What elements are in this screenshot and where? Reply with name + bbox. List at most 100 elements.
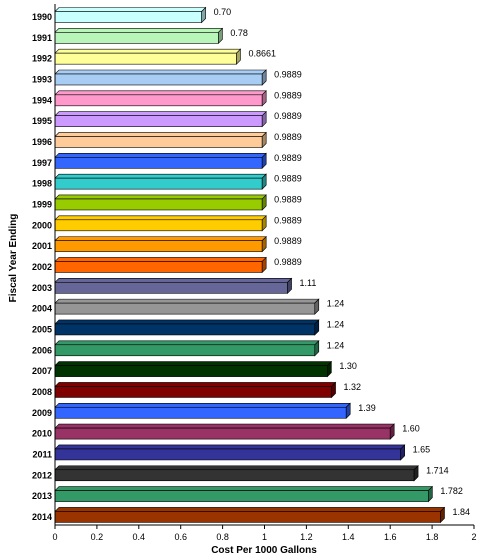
data-label-1993: 0.9889 (274, 69, 302, 79)
x-tick-label-0.4: 0.4 (133, 532, 146, 542)
bar-2007 (54, 360, 333, 378)
x-tick-label-0.2: 0.2 (91, 532, 104, 542)
data-label-1992: 0.8661 (248, 49, 276, 59)
bar-1997 (54, 152, 267, 170)
bar-top-2008 (54, 382, 337, 387)
data-label-2009: 1.39 (358, 403, 376, 413)
x-tick-label-1.2: 1.2 (300, 532, 313, 542)
y-tick-label-2004: 2004 (32, 304, 52, 314)
bar-side-2013 (428, 485, 433, 503)
bar-top-2009 (54, 402, 351, 408)
data-label-2002: 0.9889 (274, 257, 302, 267)
y-tick-label-1996: 1996 (32, 137, 52, 147)
bar-side-2004 (314, 298, 320, 315)
bar-front-2000 (54, 219, 263, 232)
data-label-2001: 0.9889 (274, 236, 302, 246)
bar-side-2002 (261, 256, 267, 274)
bar-2005 (54, 319, 320, 336)
data-label-2014: 1.84 (452, 507, 470, 517)
data-label-2006: 1.24 (327, 340, 345, 350)
bar-top-1990 (54, 7, 207, 12)
y-tick-label-2006: 2006 (32, 345, 52, 355)
y-tick-label-2001: 2001 (32, 241, 52, 251)
x-tick-label-0.6: 0.6 (174, 532, 187, 542)
data-label-1990: 0.70 (214, 7, 232, 17)
bar-top-1991 (54, 28, 224, 33)
bar-top-1994 (54, 90, 267, 96)
bar-1994 (54, 90, 267, 107)
y-tick-label-1998: 1998 (32, 179, 52, 189)
bar-side-2011 (400, 444, 405, 461)
bar-side-1996 (261, 131, 267, 149)
bar-side-1992 (236, 48, 241, 65)
bar-side-2014 (440, 506, 445, 524)
bar-2000 (54, 215, 267, 232)
bar-front-2008 (54, 386, 332, 398)
bar-1991 (54, 27, 224, 45)
data-labels: 0.70 0.78 0.8661 0.9889 0.9889 0.9889 0.9889 0.… (214, 7, 470, 517)
y-tick-label-2012: 2012 (32, 470, 52, 480)
bar-side-1999 (261, 194, 267, 211)
y-tick-label-2003: 2003 (32, 283, 52, 293)
bar-top-2014 (54, 507, 446, 512)
bar-2004 (54, 298, 320, 315)
bar-1990 (54, 6, 207, 24)
x-axis: 0 0.2 0.4 0.6 0.8 1 1.2 1.4 1.6 1.8 2 (52, 4, 477, 542)
bar-1998 (54, 173, 267, 190)
y-tick-label-1990: 1990 (32, 12, 52, 22)
bar-front-1999 (54, 198, 263, 211)
data-label-1996: 0.9889 (274, 132, 302, 142)
data-label-2011: 1.65 (413, 444, 431, 454)
y-axis-title: Fiscal Year Ending (8, 214, 19, 303)
bar-front-2007 (54, 365, 328, 377)
bar-side-2003 (287, 277, 292, 295)
data-label-1995: 0.9889 (274, 111, 302, 121)
bar-front-2009 (54, 406, 347, 419)
bar-2008 (54, 381, 337, 399)
bar-2009 (54, 402, 351, 419)
bar-1996 (54, 131, 267, 149)
bar-front-1997 (54, 157, 263, 169)
bar-top-1993 (54, 69, 267, 75)
bar-front-2002 (54, 261, 263, 273)
bar-side-2012 (413, 465, 419, 482)
bar-front-1994 (54, 94, 263, 107)
bar-side-1990 (201, 6, 206, 24)
y-tick-label-1993: 1993 (32, 74, 52, 84)
bar-front-1995 (54, 115, 263, 127)
bar-top-2004 (54, 298, 320, 304)
bar-top-1992 (54, 48, 242, 54)
bar-1992 (54, 48, 242, 65)
bar-top-2010 (54, 423, 395, 429)
bar-front-1990 (54, 11, 202, 23)
y-tick-label-2011: 2011 (32, 449, 52, 459)
bar-side-1998 (261, 173, 267, 190)
bar-top-1996 (54, 132, 267, 137)
y-tick-label-1994: 1994 (32, 95, 52, 105)
bar-front-2001 (54, 240, 263, 252)
x-tick-label-0: 0 (52, 532, 57, 542)
bar-top-1997 (54, 153, 267, 158)
bar-2013 (54, 485, 434, 503)
bar-2002 (54, 256, 267, 274)
bar-top-2011 (54, 444, 406, 450)
bar-top-2003 (54, 277, 293, 283)
bar-front-2013 (54, 490, 429, 502)
x-tick-label-1: 1 (262, 532, 267, 542)
data-label-2007: 1.30 (339, 361, 357, 371)
bar-1993 (54, 69, 267, 86)
bar-top-1995 (54, 111, 267, 116)
bar-front-1993 (54, 73, 263, 86)
x-tick-label-1.6: 1.6 (384, 532, 397, 542)
bar-2010 (54, 423, 395, 440)
y-tick-label-2005: 2005 (32, 324, 52, 334)
data-label-1999: 0.9889 (274, 194, 302, 204)
bar-side-1994 (261, 90, 267, 107)
bar-top-1998 (54, 173, 267, 179)
bar-1999 (54, 194, 267, 211)
bar-2006 (54, 340, 320, 357)
data-label-1994: 0.9889 (274, 90, 302, 100)
bar-side-1993 (261, 69, 267, 86)
bar-top-2002 (54, 257, 267, 262)
